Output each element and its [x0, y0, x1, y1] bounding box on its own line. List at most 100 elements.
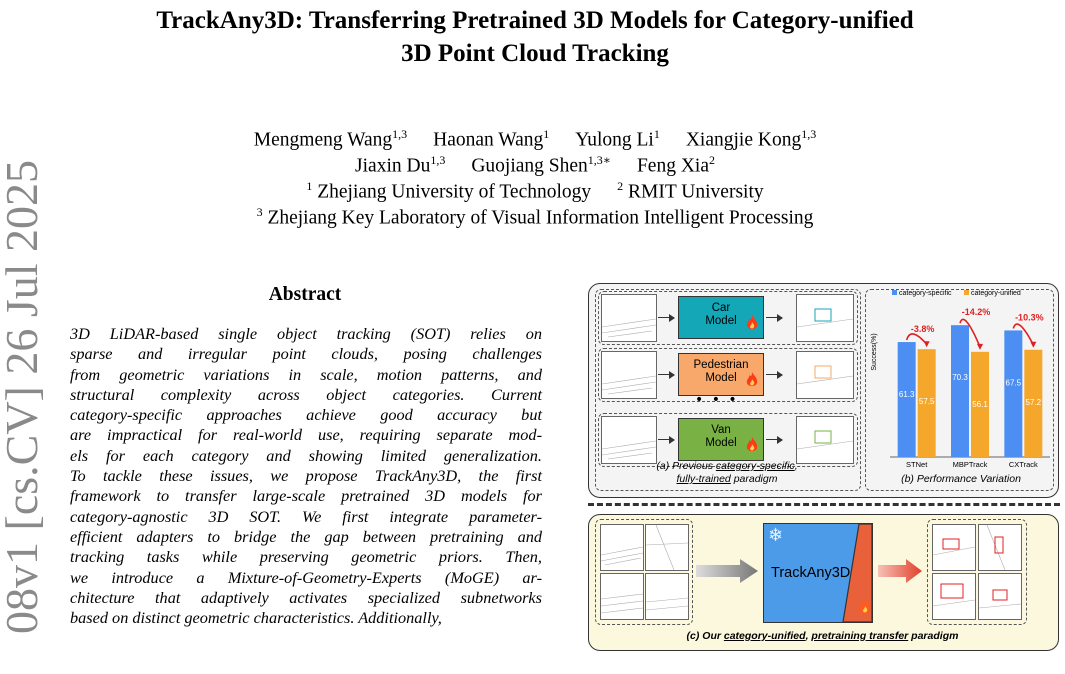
affiliation: 2 RMIT University	[617, 179, 764, 203]
tracked-pointcloud-thumbnail	[978, 524, 1022, 571]
affiliation: 1 Zhejiang University of Technology	[306, 179, 592, 203]
category-tick-label: MBPTrack	[953, 460, 988, 469]
flow-arrow	[766, 369, 783, 380]
author-line-2: Jiaxin Du1,3 Guojiang Shen1,3∗ Feng Xia2	[120, 148, 950, 179]
input-arrow	[696, 559, 758, 583]
bar	[971, 351, 989, 457]
author: Jiaxin Du1,3	[355, 153, 446, 177]
author: Guojiang Shen1,3∗	[471, 153, 611, 177]
abstract-line: 3D LiDAR-based single object tracking (S…	[70, 324, 542, 343]
bar-value-label: 57.2	[1026, 398, 1042, 407]
model-label: Pedestrian	[693, 359, 749, 371]
abstract-heading: Abstract	[268, 284, 342, 305]
model-label: Model	[705, 372, 737, 384]
bar	[1024, 349, 1043, 457]
caption-c: (c) Our category-unified, pretraining tr…	[686, 630, 959, 642]
abstract-line: framework to transfer large-scale pretra…	[70, 486, 542, 506]
output-pointclouds-group	[927, 519, 1027, 625]
author: Haonan Wang1	[433, 127, 550, 151]
teaser-figure: Car Model Pedestrian Model Van Model • • • (a…	[588, 283, 1062, 653]
bar	[951, 325, 969, 457]
flame-icon	[746, 437, 758, 451]
abstract-line: tracking tasks while preserving geometri…	[70, 547, 542, 567]
abstract-line: category-agnostic 3D SOT. We first integ…	[70, 506, 542, 526]
pointcloud-thumbnail	[645, 573, 689, 620]
legend-label: category-specific	[899, 290, 952, 297]
drop-percentage-label: -10.3%	[1015, 312, 1044, 322]
flame-icon	[746, 372, 758, 386]
abstract-line: To tackle these issues, we propose Track…	[70, 466, 542, 486]
legend-swatch	[964, 290, 969, 295]
ellipsis-dots: • • •	[695, 392, 739, 408]
pointcloud-thumbnail	[645, 524, 689, 571]
paper-title: TrackAny3D: Transferring Pretrained 3D M…	[120, 4, 950, 70]
trainable-wedge	[842, 523, 873, 623]
author: Xiangjie Kong1,3	[685, 127, 817, 151]
tracked-pointcloud-thumbnail	[796, 294, 854, 342]
abstract-line: category-specific approaches achieve goo…	[70, 405, 542, 425]
panel-b-box	[865, 289, 1054, 491]
bar	[917, 349, 936, 457]
author-line-1: Mengmeng Wang1,3 Haonan Wang1 Yulong Li1 Xi…	[120, 122, 950, 153]
flow-arrow	[658, 312, 675, 323]
model-label: Model	[705, 437, 737, 449]
abstract-line: from geometric variations in scale, moti…	[70, 364, 542, 384]
pointcloud-thumbnail	[601, 294, 657, 342]
tracked-pointcloud-thumbnail	[796, 351, 854, 399]
drop-arrow	[1012, 323, 1035, 346]
drop-percentage-label: -14.2%	[962, 307, 991, 317]
abstract-body: 3D LiDAR-based single object tracking (S…	[70, 324, 542, 628]
bar-value-label: 57.5	[919, 397, 935, 406]
category-row	[598, 291, 858, 345]
snowflake-icon: ❄	[768, 525, 784, 546]
author: Feng Xia2	[636, 153, 715, 177]
pointcloud-thumbnail	[600, 573, 644, 620]
flow-arrow	[766, 312, 783, 323]
affiliation-line-1: 1 Zhejiang University of Technology 2 RMI…	[120, 174, 950, 205]
bar-value-label: 61.3	[899, 390, 915, 399]
affiliation-line-2: 3 Zhejiang Key Laboratory of Visual Info…	[256, 205, 814, 229]
category-row	[598, 413, 858, 467]
model-label: Car	[711, 302, 731, 314]
author: Mengmeng Wang1,3	[253, 127, 408, 151]
pointcloud-thumbnail	[601, 351, 657, 399]
abstract-line: efficient adapters to bridge the gap bet…	[70, 526, 542, 546]
panel-a-box	[595, 289, 861, 491]
drop-percentage-label: -3.8%	[911, 324, 935, 334]
title-line-2: 3D Point Cloud Tracking	[401, 40, 669, 67]
abstract-line: els for each category and showing limite…	[70, 445, 542, 465]
drop-arrowhead	[1030, 341, 1037, 348]
tracked-pointcloud-thumbnail	[978, 573, 1022, 620]
abstract-line: are impractical for real-world use, requ…	[70, 425, 542, 445]
category-tick-label: STNet	[906, 460, 928, 469]
flame-icon	[746, 315, 758, 329]
model-label: Van	[711, 424, 731, 436]
tracked-pointcloud-thumbnail	[932, 524, 976, 571]
trackany3d-label: TrackAny3D	[771, 565, 851, 581]
flow-arrow	[766, 434, 783, 445]
author: Yulong Li1	[575, 127, 660, 151]
category-model-box: Car Model	[678, 296, 764, 339]
pointcloud-thumbnail	[601, 416, 657, 464]
caption-a: (a) Previous category-specific, fully-tr…	[656, 460, 798, 485]
abstract-line: chitecture that adaptively activates spe…	[70, 587, 542, 607]
abstract-line: sparse and irregular point clouds, posin…	[70, 344, 542, 364]
input-pointclouds-group	[595, 519, 693, 625]
arxiv-side-stamp: 08v1 [cs.CV] 26 Jul 2025	[0, 159, 47, 634]
flame-icon	[859, 599, 871, 613]
abstract-line: we introduce a Mixture-of-Geometry-Exper…	[70, 567, 542, 587]
tracked-pointcloud-thumbnail	[932, 573, 976, 620]
flow-arrow	[658, 434, 675, 445]
model-label: Model	[705, 315, 737, 327]
bar-value-label: 67.5	[1006, 378, 1022, 387]
tracked-pointcloud-thumbnail	[796, 416, 854, 464]
bar-value-label: 56.1	[972, 400, 988, 409]
category-model-box: Van Model	[678, 418, 764, 461]
drop-arrowhead	[923, 341, 930, 348]
category-row	[598, 348, 858, 402]
bar	[897, 342, 916, 457]
title-line-1: TrackAny3D: Transferring Pretrained 3D M…	[156, 7, 914, 34]
output-arrow	[878, 559, 922, 583]
drop-arrow	[959, 318, 981, 348]
legend-swatch	[892, 290, 897, 295]
